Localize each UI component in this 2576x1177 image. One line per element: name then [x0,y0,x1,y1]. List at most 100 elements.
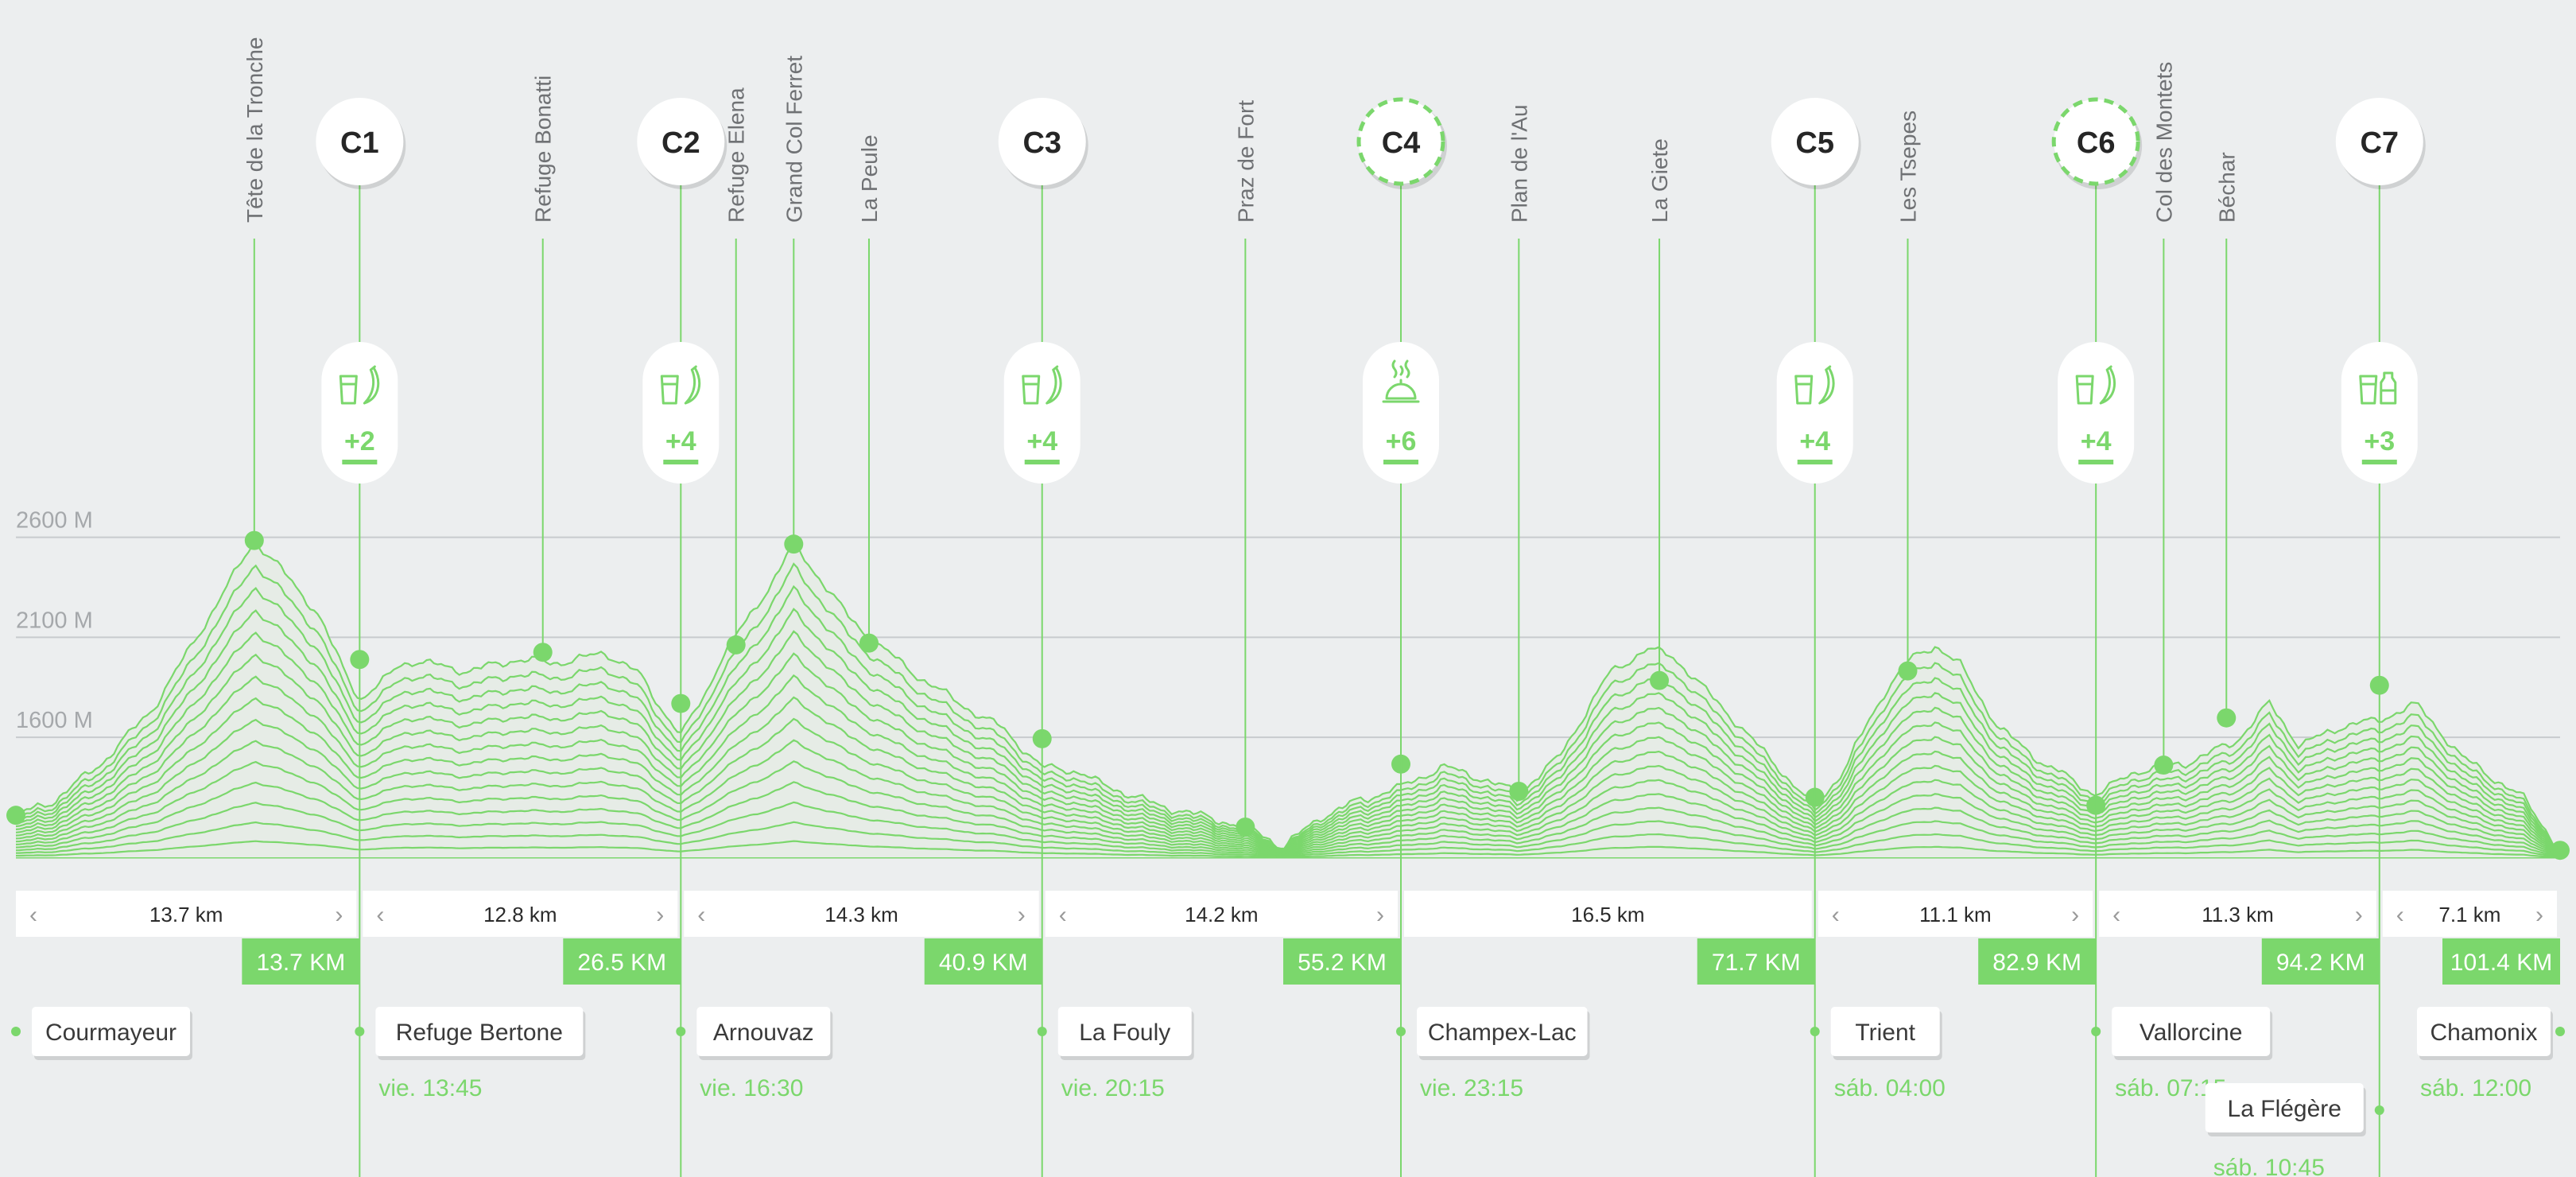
supply-pill-c4 [1363,342,1440,484]
place-dot-champex-lac [1396,1027,1406,1036]
profile-line-15 [15,538,2561,850]
place-time-la-fouly: vie. 20:15 [1061,1075,1165,1101]
elevation-tick-1600: 1600 M [16,708,93,733]
place-time-trient: sáb. 04:00 [1834,1075,1946,1101]
place-box-la-fouly[interactable] [1057,1007,1192,1056]
chevron-left-icon[interactable]: ‹ [2396,902,2404,928]
cumulative-distance-40-9-km: 40.9 KM [939,950,1028,976]
supply-count-c4: +6 [1386,426,1417,456]
elevation-point-la-giete [1650,670,1670,690]
chevron-right-icon[interactable]: › [1376,902,1384,928]
checkpoint-badge-c5[interactable] [1771,98,1859,185]
supply-underline-c2 [663,460,699,464]
cumulative-distance-94-2-km: 94.2 KM [2276,950,2365,976]
checkpoint-id-c6: C6 [2077,126,2116,160]
profile-fill [16,540,2560,857]
elevation-point-les-tsepes [1898,661,1918,681]
marker-lines [253,239,2228,828]
place-box-refuge-bertone[interactable] [375,1007,584,1056]
place-box-trient[interactable] [1830,1007,1940,1056]
chevron-right-icon[interactable]: › [2535,902,2543,928]
elevation-tick-2100: 2100 M [16,608,93,633]
chevron-left-icon[interactable]: ‹ [1059,902,1067,928]
checkpoint-badge-c3[interactable] [998,98,1086,185]
segment-2 [363,891,678,937]
chevron-right-icon[interactable]: › [2355,902,2363,928]
segment-5 [1404,891,1812,937]
place-name-chamonix: Chamonix [2430,1020,2537,1046]
segment-8 [2382,891,2557,937]
supply-underline-c5 [1797,460,1833,464]
checkpoint-id-c3: C3 [1022,126,1061,160]
chevron-right-icon[interactable]: › [1018,902,1026,928]
peak-label-la-peule: La Peule [857,134,882,223]
place-box-champex-lac[interactable] [1417,1007,1588,1056]
profile-line-3 [15,801,2561,858]
chevron-left-icon[interactable]: ‹ [2112,902,2120,928]
supply-count-c2: +4 [665,426,696,456]
chevron-left-icon[interactable]: ‹ [697,902,705,928]
place-box-courmayeur[interactable] [32,1007,190,1056]
supply-count-c6: +4 [2081,426,2112,456]
cumulative-distance-101-4-km: 101.4 KM [2450,950,2552,976]
segment-distance-7: 11.3 km [2202,903,2274,926]
segment-distance-5: 16.5 km [1571,903,1645,926]
elevation-point-courmayeur [6,806,25,825]
supply-underline-c4 [1383,460,1419,464]
place-dot-vallorcine [2091,1027,2101,1036]
segment-3 [684,891,1039,937]
checkpoint-badge-c1[interactable] [316,98,404,185]
cumulative-box-101-4-km [2442,938,2560,985]
profile-line-14 [15,562,2561,852]
segment-distance-3: 14.3 km [824,903,898,926]
chevron-right-icon[interactable]: › [2071,902,2079,928]
place-box-vallorcine[interactable] [2112,1007,2271,1056]
peak-label-bechar: Béchar [2214,152,2239,223]
cumulative-box-55-2-km [1283,938,1402,985]
profile-contour-lines [15,538,2561,859]
cumulative-box-82-9-km [1978,938,2097,985]
checkpoint-id-c5: C5 [1795,126,1834,160]
cumulative-box-71-7-km [1697,938,1815,985]
checkpoint-badge-c4[interactable] [1356,97,1445,186]
checkpoint-badge-c2[interactable] [637,98,725,185]
place-box-arnouvaz[interactable] [696,1007,831,1056]
chevron-left-icon[interactable]: ‹ [29,902,37,928]
segment-distance-8: 7.1 km [2438,903,2500,926]
segment-6 [1818,891,2093,937]
checkpoint-badge-c7[interactable] [2335,98,2423,185]
place-name-refuge-bertone: Refuge Bertone [396,1020,563,1046]
supply-underline-c7 [2361,460,2397,464]
peak-label-refuge-elena: Refuge Elena [724,87,749,223]
profile-area [16,540,2560,857]
place-box-la-flegere[interactable] [2205,1083,2364,1132]
chevron-left-icon[interactable]: ‹ [376,902,384,928]
chevron-right-icon[interactable]: › [335,902,343,928]
elevation-tick-2600: 2600 M [16,508,93,534]
hot-meal-cloche-icon [1382,359,1420,403]
drink-banana-icon [1794,365,1835,405]
place-name-la-flegere: La Flégère [2228,1096,2341,1122]
peak-label-praz-de-fort: Praz de Fort [1233,100,1258,223]
supply-underline-c3 [1024,460,1060,464]
place-name-courmayeur: Courmayeur [45,1020,177,1046]
peak-label-les-tsepes: Les Tsepes [1895,111,1920,223]
checkpoint-badge-c6[interactable] [2051,97,2140,186]
place-name-la-fouly: La Fouly [1079,1020,1170,1046]
place-time-la-flegere: sáb. 10:45 [2213,1155,2325,1177]
place-box-chamonix[interactable] [2417,1007,2551,1056]
checkpoint-id-c1: C1 [340,126,379,160]
place-dot-arnouvaz [676,1027,686,1036]
peak-label-tete-de-la-tronche: Tête de la Tronche [242,37,267,223]
cumulative-distance-71-7-km: 71.7 KM [1712,950,1801,976]
place-dot-la-flegere [2374,1105,2384,1115]
chevron-left-icon[interactable]: ‹ [1832,902,1840,928]
place-name-vallorcine: Vallorcine [2140,1020,2243,1046]
chevron-right-icon[interactable]: › [656,902,664,928]
checkpoint-id-c2: C2 [661,126,700,160]
cumulative-distance-55-2-km: 55.2 KM [1298,950,1387,976]
cumulative-distance-82-9-km: 82.9 KM [1992,950,2081,976]
supply-count-c1: +2 [344,426,375,456]
checkpoint-id-c4: C4 [1382,126,1421,160]
